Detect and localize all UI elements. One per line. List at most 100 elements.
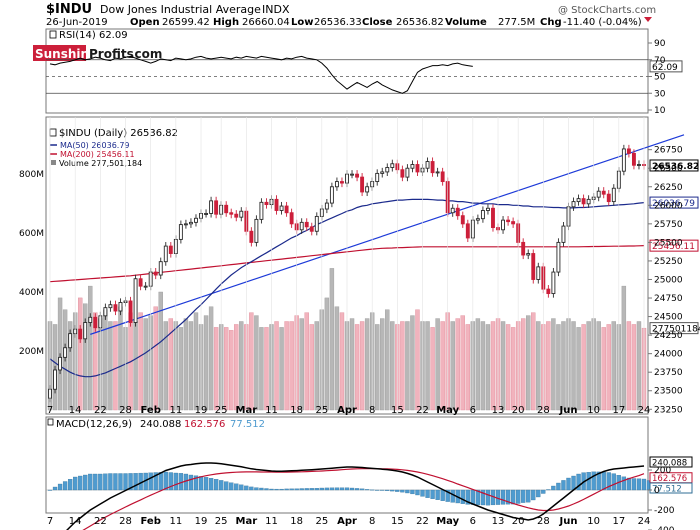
x-tick-label-price: 10 <box>587 405 600 416</box>
macd-histogram-bar <box>460 489 465 504</box>
x-tick-label-macd: Apr <box>337 516 357 527</box>
price-tag-text: 26536.82 <box>652 162 699 172</box>
rsi-tick-label: 90 <box>654 39 666 49</box>
volume-bar <box>485 324 491 411</box>
volume-value: 277.5M <box>498 17 535 28</box>
macd-panel: MACD (12,26,9) 240.088 162.576 77.512 24… <box>45 416 693 530</box>
macd-histogram-bar <box>425 489 430 498</box>
candle-body <box>405 167 410 178</box>
x-tick-label-price: 25 <box>315 405 328 416</box>
macd-histogram-bar <box>249 486 254 491</box>
low-value: 26536.33 <box>314 17 362 28</box>
macd-histogram-bar <box>264 488 269 491</box>
rsi-frame <box>45 28 649 114</box>
candle-body <box>299 221 304 231</box>
macd-histogram-bar <box>410 489 415 495</box>
candle-body <box>435 171 440 174</box>
macd-histogram-bar <box>324 487 330 491</box>
volume-bar <box>380 318 385 411</box>
x-tick-label-macd: 7 <box>47 516 53 527</box>
x-tick-label-macd: Feb <box>140 516 160 527</box>
rsi-tick-label: 50 <box>654 73 666 83</box>
volume-bar <box>390 321 395 411</box>
macd-histogram-bar <box>359 488 365 491</box>
macd-histogram-bar <box>395 489 400 492</box>
candle-body <box>103 307 108 317</box>
macd-histogram-bar <box>52 486 58 491</box>
volume-bar <box>239 321 244 411</box>
volume-bar <box>455 318 460 411</box>
candle-body <box>58 356 63 371</box>
candle-body <box>491 207 495 229</box>
macd-histogram-bar <box>88 473 93 491</box>
volume-bar <box>304 312 309 411</box>
volume-bar <box>576 327 581 411</box>
candle-body <box>355 173 360 178</box>
x-tick-label-price: 17 <box>612 405 625 416</box>
candle-body <box>440 171 445 183</box>
volume-bar <box>158 291 163 411</box>
candle-body <box>108 304 113 309</box>
price-panel: $INDU (Daily) 26536.82 MA(50) 26036.79 M… <box>45 116 700 415</box>
volume-bar <box>193 312 199 411</box>
volume-bar <box>88 285 93 411</box>
x-tick-label-macd: 20 <box>512 516 525 527</box>
x-tick-label-macd: 11 <box>265 516 278 527</box>
macd-legend-swatch <box>47 418 54 426</box>
macd-histogram-bar <box>375 489 380 491</box>
x-tick-label-macd: 22 <box>416 516 429 527</box>
macd-histogram-bar <box>198 476 204 491</box>
ma200-legend: MA(200) 25456.11 <box>60 150 135 159</box>
x-tick-label-price: 22 <box>416 405 429 416</box>
macd-histogram-bar <box>349 487 355 491</box>
macd-histogram-bar <box>546 489 551 491</box>
candle-body <box>209 200 214 214</box>
macd-histogram-bar <box>435 489 440 500</box>
candle-body <box>274 198 279 211</box>
volume-bar <box>520 318 526 411</box>
macd-histogram-bar <box>244 485 249 491</box>
macd-histogram-bar <box>284 488 289 491</box>
macd-histogram-bar <box>390 489 395 492</box>
volume-bar <box>188 321 194 411</box>
candle-body <box>234 213 239 218</box>
candle-body <box>138 278 143 287</box>
open-label: Open <box>130 17 160 28</box>
volume-tick-label: 400M <box>19 288 44 298</box>
macd-tick-label: -400 <box>654 526 675 530</box>
rsi-tick-label: 10 <box>654 106 666 116</box>
candle-body <box>561 225 566 243</box>
candle-body <box>606 193 611 203</box>
candle-body <box>264 201 269 206</box>
candle-body <box>486 207 490 211</box>
volume-bar <box>178 327 184 411</box>
macd-histogram-bar <box>153 472 158 491</box>
candle-body <box>375 172 380 183</box>
rsi-legend-swatch <box>49 30 57 39</box>
x-tick-label-price: Jun <box>559 405 578 416</box>
macd-histogram-bar <box>465 489 470 505</box>
high-value: 26660.04 <box>242 17 290 28</box>
logo-red-block <box>33 45 86 61</box>
volume-bar <box>465 324 471 411</box>
x-tick-label-macd: 28 <box>537 516 550 527</box>
x-tick-label-macd: 10 <box>587 516 600 527</box>
macd-histogram-bar <box>631 478 637 491</box>
macd-histogram-bar <box>430 489 435 499</box>
candle-body <box>284 205 289 214</box>
rsi-last-tag <box>649 60 683 73</box>
price-tick-label: 24000 <box>654 350 683 360</box>
x-tick-label-macd: 18 <box>290 516 303 527</box>
volume-bar <box>168 318 174 411</box>
volume-bar <box>385 309 390 411</box>
macd-histogram-bar <box>113 473 118 491</box>
macd-signal-value: 162.576 <box>184 419 225 430</box>
macd-histogram-bar <box>148 472 153 491</box>
candle-body <box>601 190 606 195</box>
candle-body <box>475 218 480 221</box>
price-tag-text: 26036.79 <box>652 199 695 209</box>
candle-body <box>551 271 556 295</box>
candle-body <box>415 164 420 173</box>
volume-bar <box>460 315 465 411</box>
candle-body <box>163 245 168 263</box>
